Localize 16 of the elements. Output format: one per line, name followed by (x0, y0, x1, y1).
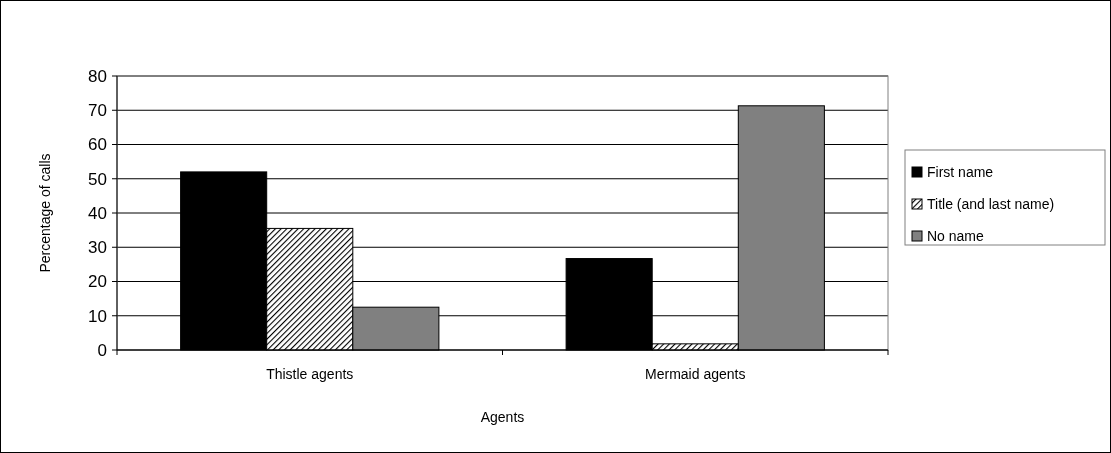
x-tick-label: Mermaid agents (645, 366, 746, 382)
y-tick-label: 70 (88, 101, 107, 121)
legend-label: Title (and last name) (927, 195, 1055, 212)
legend-label: No name (927, 227, 985, 244)
legend-label: First name (927, 163, 994, 180)
y-tick-label: 20 (88, 272, 107, 292)
y-axis-title: Percentage of calls (37, 153, 53, 273)
y-tick-label: 80 (88, 66, 107, 86)
y-tick-label: 30 (88, 238, 107, 258)
x-tick-label: Thistle agents (266, 366, 354, 382)
y-tick-label: 0 (97, 340, 107, 360)
y-tick-label: 60 (88, 135, 107, 155)
y-tick-label: 40 (88, 203, 107, 223)
y-tick-label: 50 (88, 169, 107, 189)
x-axis-title: Agents (480, 409, 525, 425)
y-tick-label: 10 (88, 306, 107, 326)
